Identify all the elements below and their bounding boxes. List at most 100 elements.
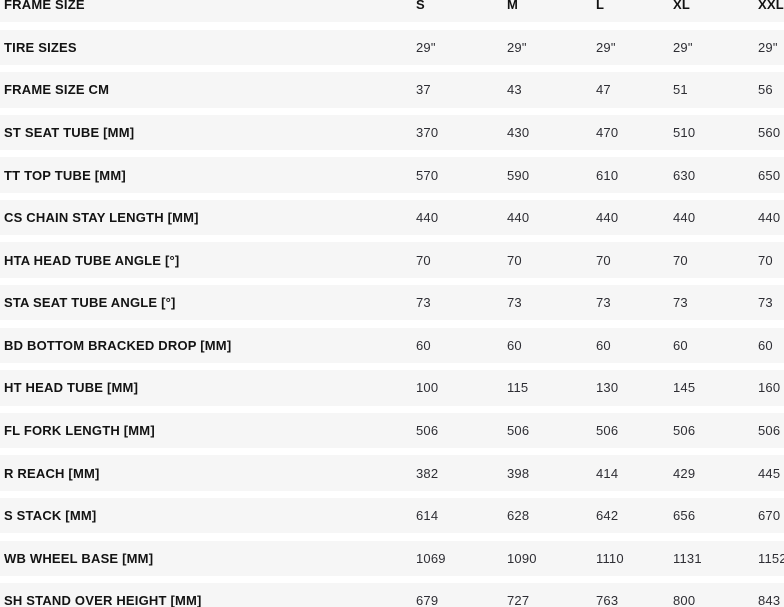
table-row: WB WHEEL BASE [MM] 1069 1090 1110 1131 1152 xyxy=(0,540,784,576)
cell-value: 506 xyxy=(673,422,696,438)
table-row: SH STAND OVER HEIGHT [MM] 679 727 763 800 843 xyxy=(0,583,784,607)
cell-value: 70 xyxy=(758,252,773,268)
table-row: ST SEAT TUBE [MM] 370 430 470 510 560 xyxy=(0,114,784,151)
table-row: FRAME SIZE CM 37 43 47 51 56 xyxy=(0,72,784,108)
cell-value: 440 xyxy=(416,210,439,226)
cell-value: 506 xyxy=(596,422,619,438)
table-row: S STACK [MM] 614 628 642 656 670 xyxy=(0,497,784,534)
cell-value: 727 xyxy=(507,593,530,607)
cell-value: 670 xyxy=(758,508,781,524)
table-row: TIRE SIZES 29" 29" 29" 29" 29" xyxy=(0,29,784,65)
cell-value: 51 xyxy=(673,82,688,98)
cell-value: 763 xyxy=(596,593,619,607)
row-label: FRAME SIZE CM xyxy=(4,82,110,98)
cell-value: 29" xyxy=(758,39,778,55)
cell-value: 60 xyxy=(596,337,611,353)
table-row: FL FORK LENGTH [MM] 506 506 506 506 506 xyxy=(0,412,784,449)
cell-value: 414 xyxy=(596,465,619,481)
table-row: CS CHAIN STAY LENGTH [MM] 440 440 440 440 440 xyxy=(0,199,784,236)
row-label: TT TOP TUBE [MM] xyxy=(4,167,126,183)
cell-value: 70 xyxy=(673,252,688,268)
cell-value: 800 xyxy=(673,593,696,607)
cell-value: 445 xyxy=(758,465,781,481)
cell-value: 506 xyxy=(416,422,439,438)
cell-value: 382 xyxy=(416,465,439,481)
table-row: BD BOTTOM BRACKED DROP [MM] 60 60 60 60 60 xyxy=(0,327,784,364)
cell-value: 430 xyxy=(507,124,530,140)
row-label: HTA HEAD TUBE ANGLE [°] xyxy=(4,252,180,268)
cell-value: 510 xyxy=(673,124,696,140)
cell-value: 70 xyxy=(416,252,431,268)
cell-value: 440 xyxy=(596,210,619,226)
cell-value: 29" xyxy=(596,39,616,55)
table-row: R REACH [MM] 382 398 414 429 445 xyxy=(0,455,784,491)
cell-value: 440 xyxy=(507,210,530,226)
column-header: XXL xyxy=(758,0,784,13)
cell-value: 115 xyxy=(507,380,529,396)
cell-value: 470 xyxy=(596,124,619,140)
cell-value: 506 xyxy=(758,422,781,438)
cell-value: 1090 xyxy=(507,550,537,566)
cell-value: 398 xyxy=(507,465,530,481)
cell-value: 100 xyxy=(416,380,439,396)
row-label: BD BOTTOM BRACKED DROP [MM] xyxy=(4,337,232,353)
cell-value: 560 xyxy=(758,124,781,140)
cell-value: 145 xyxy=(673,380,696,396)
cell-value: 29" xyxy=(416,39,436,55)
cell-value: 60 xyxy=(758,337,773,353)
cell-value: 43 xyxy=(507,82,522,98)
cell-value: 60 xyxy=(416,337,431,353)
row-label: S STACK [MM] xyxy=(4,508,97,524)
cell-value: 29" xyxy=(507,39,527,55)
cell-value: 506 xyxy=(507,422,530,438)
cell-value: 1131 xyxy=(673,550,702,566)
cell-value: 610 xyxy=(596,167,619,183)
row-label: HT HEAD TUBE [MM] xyxy=(4,380,139,396)
column-header: L xyxy=(596,0,605,13)
cell-value: 73 xyxy=(416,295,431,311)
cell-value: 47 xyxy=(596,82,611,98)
cell-value: 73 xyxy=(673,295,688,311)
column-header: XL xyxy=(673,0,691,13)
cell-value: 73 xyxy=(596,295,611,311)
cell-value: 1110 xyxy=(596,550,624,566)
cell-value: 628 xyxy=(507,508,530,524)
cell-value: 70 xyxy=(596,252,611,268)
table-row: HT HEAD TUBE [MM] 100 115 130 145 160 xyxy=(0,370,784,406)
cell-value: 630 xyxy=(673,167,696,183)
cell-value: 614 xyxy=(416,508,439,524)
cell-value: 60 xyxy=(507,337,522,353)
cell-value: 440 xyxy=(758,210,781,226)
row-label: FL FORK LENGTH [MM] xyxy=(4,422,155,438)
table-row: TT TOP TUBE [MM] 570 590 610 630 650 xyxy=(0,157,784,193)
row-label: WB WHEEL BASE [MM] xyxy=(4,550,154,566)
cell-value: 679 xyxy=(416,593,439,607)
cell-value: 429 xyxy=(673,465,696,481)
header-row: FRAME SIZE S M L XL XXL xyxy=(0,0,784,23)
column-header: S xyxy=(416,0,425,13)
cell-value: 370 xyxy=(416,124,439,140)
cell-value: 73 xyxy=(507,295,522,311)
cell-value: 1152 xyxy=(758,550,784,566)
cell-value: 56 xyxy=(758,82,773,98)
cell-value: 656 xyxy=(673,508,696,524)
cell-value: 590 xyxy=(507,167,530,183)
cell-value: 37 xyxy=(416,82,431,98)
cell-value: 440 xyxy=(673,210,696,226)
row-label: SH STAND OVER HEIGHT [MM] xyxy=(4,593,202,607)
row-label: CS CHAIN STAY LENGTH [MM] xyxy=(4,210,199,226)
row-label: ST SEAT TUBE [MM] xyxy=(4,124,135,140)
table-row: HTA HEAD TUBE ANGLE [°] 70 70 70 70 70 xyxy=(0,242,784,278)
row-label: R REACH [MM] xyxy=(4,465,100,481)
row-label: TIRE SIZES xyxy=(4,39,77,55)
table-title-label: FRAME SIZE xyxy=(4,0,85,13)
cell-value: 29" xyxy=(673,39,693,55)
cell-value: 160 xyxy=(758,380,781,396)
cell-value: 843 xyxy=(758,593,781,607)
cell-value: 1069 xyxy=(416,550,446,566)
cell-value: 73 xyxy=(758,295,773,311)
column-header: M xyxy=(507,0,519,13)
cell-value: 650 xyxy=(758,167,781,183)
